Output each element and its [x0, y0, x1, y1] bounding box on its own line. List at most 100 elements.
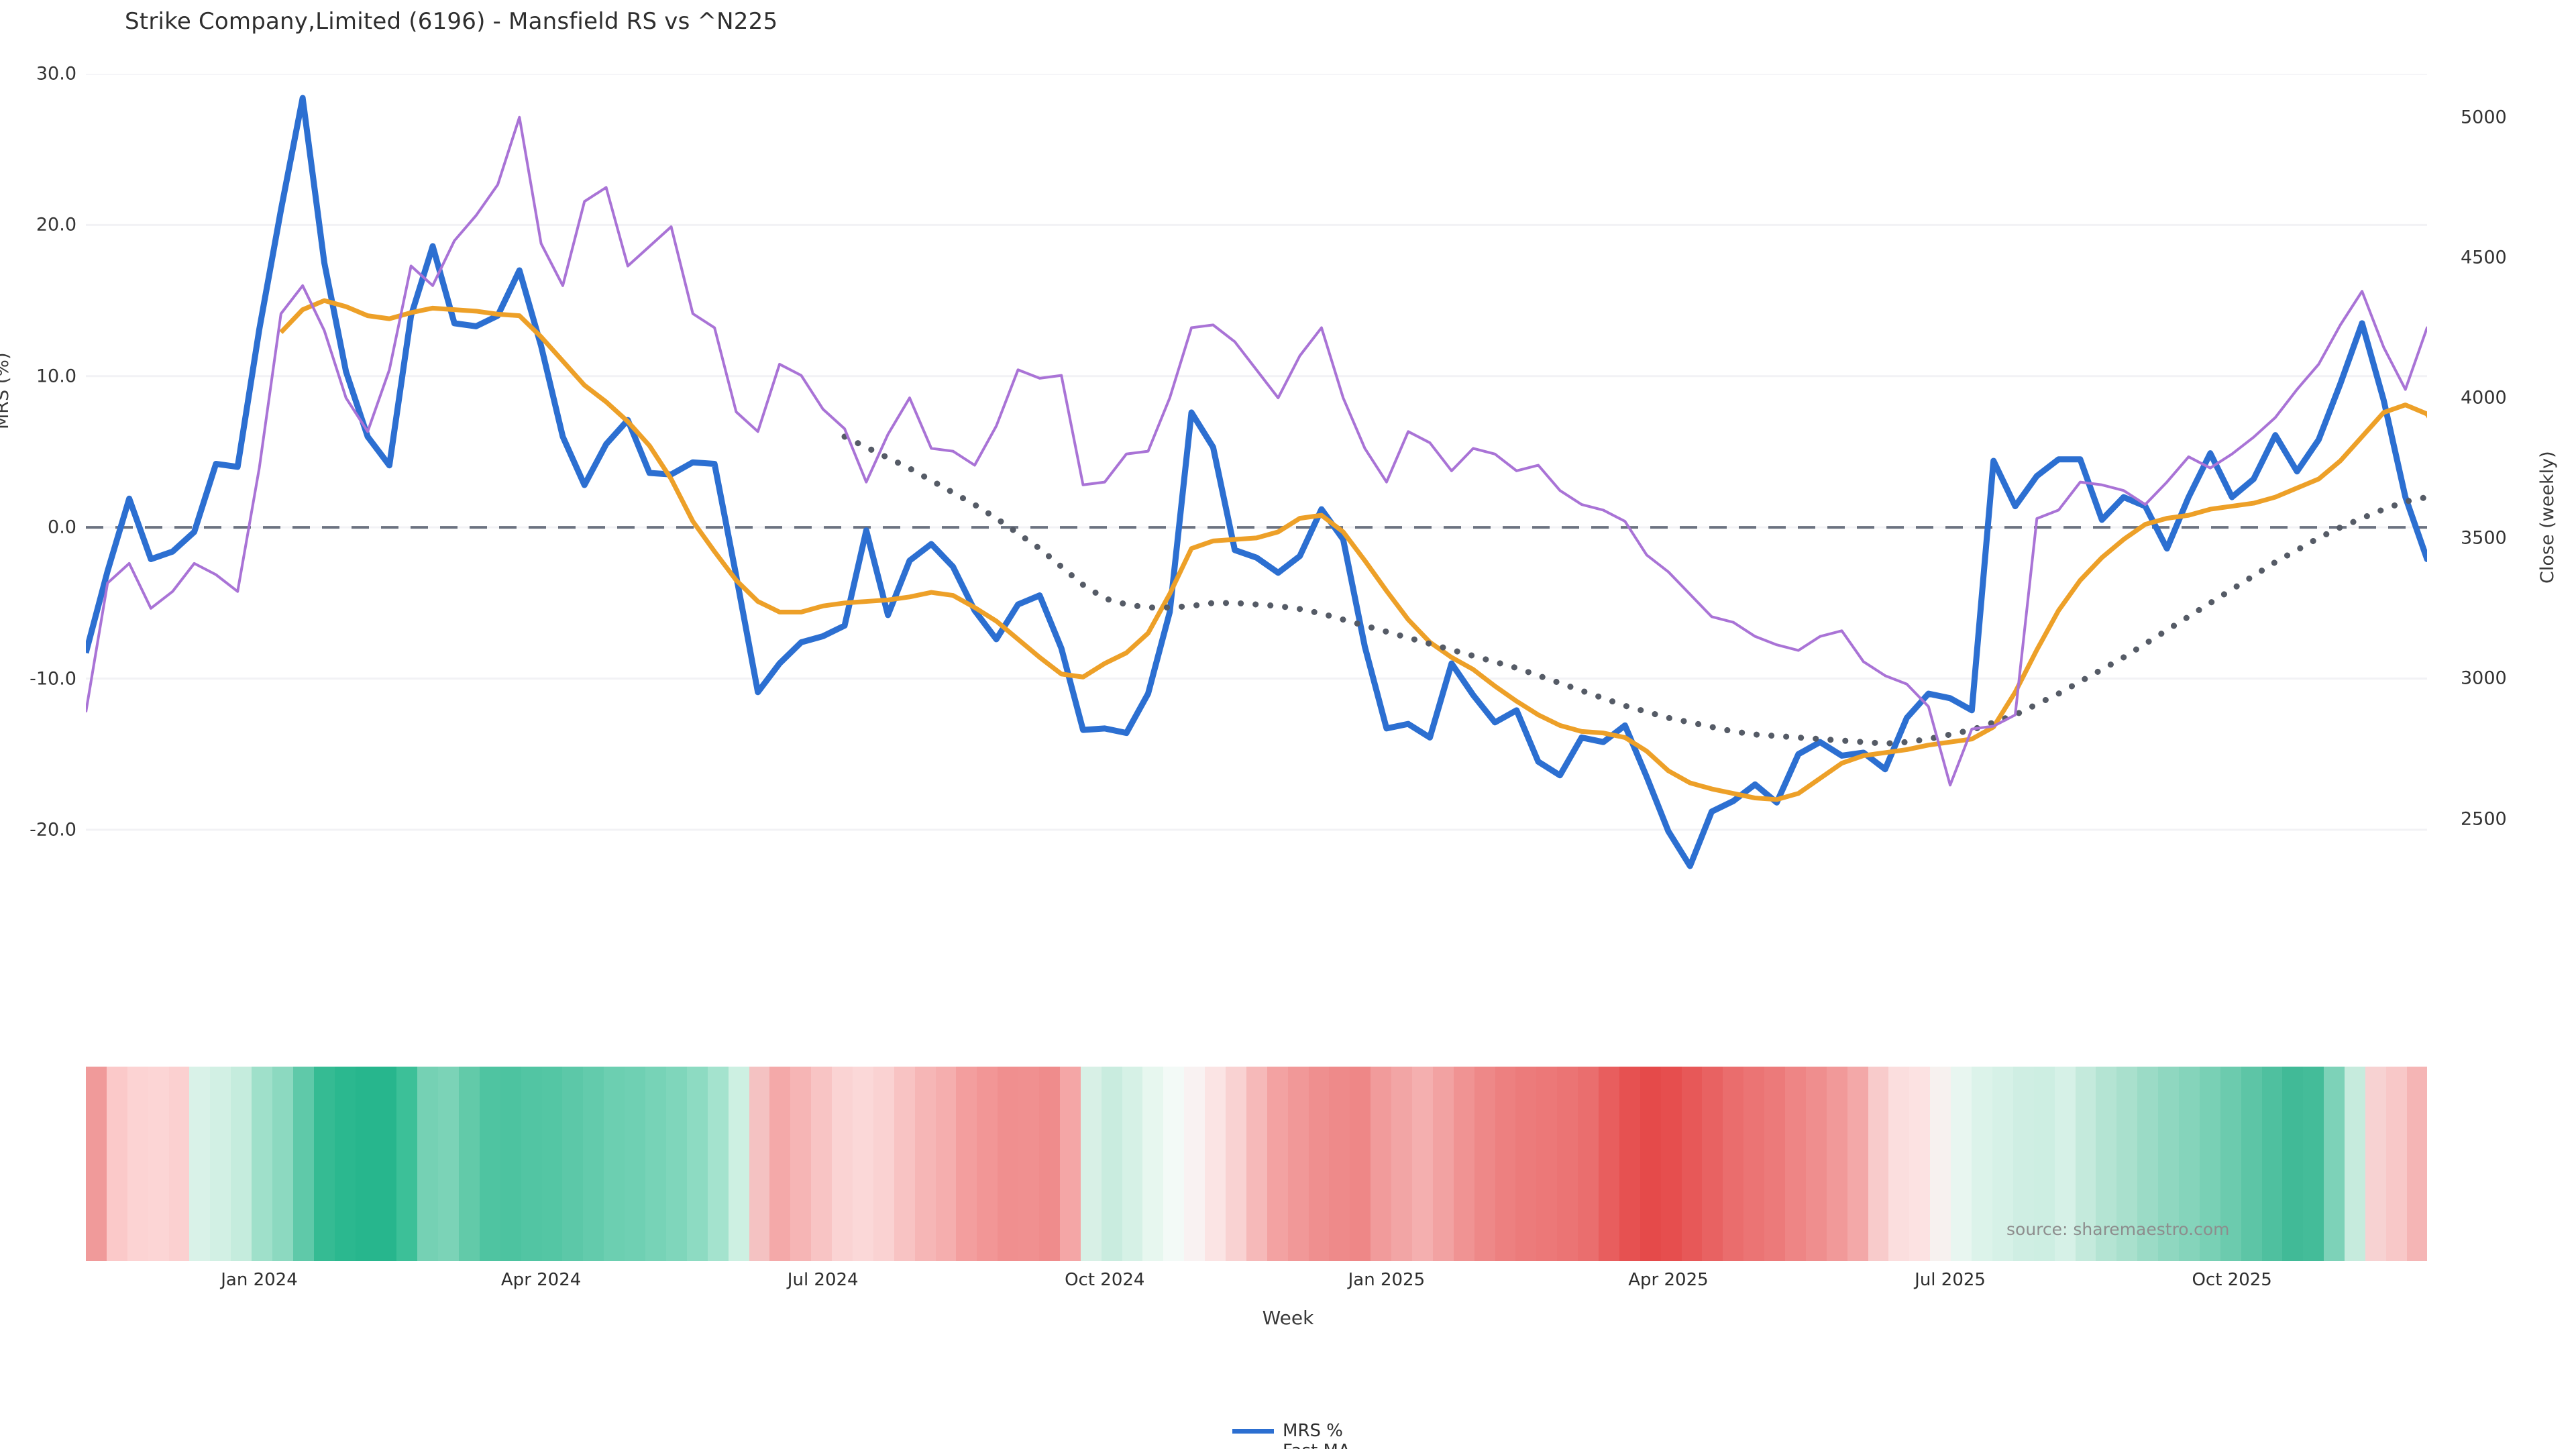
heat-strip-band	[500, 1067, 521, 1261]
heat-strip-band	[272, 1067, 293, 1261]
heat-strip-band	[2282, 1067, 2304, 1261]
heat-strip-band	[2199, 1067, 2220, 1261]
heat-strip-band	[1951, 1067, 1972, 1261]
heat-strip-band	[1329, 1067, 1350, 1261]
plot-svg	[86, 74, 2427, 869]
heat-strip-band	[1681, 1067, 1703, 1261]
heat-strip-band	[935, 1067, 957, 1261]
heat-strip-band	[2137, 1067, 2159, 1261]
heat-strip-band	[292, 1067, 314, 1261]
heat-strip-band	[417, 1067, 439, 1261]
heat-strip-band	[2303, 1067, 2324, 1261]
heat-strip-band	[231, 1067, 252, 1261]
source-attribution: source: sharemaestro.com	[2006, 1220, 2230, 1239]
heat-strip-band	[1578, 1067, 1599, 1261]
mrs-heat-strip	[86, 1067, 2427, 1261]
y-axis-left-tick-label: -20.0	[30, 819, 76, 841]
heat-strip-band	[2033, 1067, 2055, 1261]
heat-strip-band	[1930, 1067, 1951, 1261]
heat-strip-band	[914, 1067, 936, 1261]
heat-strip-band	[749, 1067, 770, 1261]
plot-area	[86, 74, 2427, 872]
heat-strip-band	[1038, 1067, 1060, 1261]
heat-strip-band	[106, 1067, 127, 1261]
heat-strip-band	[2365, 1067, 2386, 1261]
y-axis-right-tick-label: 4500	[2461, 247, 2507, 268]
heat-strip-band	[562, 1067, 584, 1261]
heat-strip-band	[1391, 1067, 1412, 1261]
heat-strip-band	[1059, 1067, 1081, 1261]
heat-strip-band	[86, 1067, 107, 1261]
heat-strip-band	[625, 1067, 646, 1261]
heat-strip-band	[1868, 1067, 1889, 1261]
heat-strip-band	[1909, 1067, 1931, 1261]
x-axis-tick-label: Apr 2024	[500, 1270, 582, 1290]
heat-strip-band	[521, 1067, 542, 1261]
heat-strip-band	[1371, 1067, 1392, 1261]
heat-strip-band	[769, 1067, 791, 1261]
heat-strip-band	[1723, 1067, 1744, 1261]
heat-strip-band	[1101, 1067, 1122, 1261]
heat-strip-band	[1805, 1067, 1827, 1261]
y-axis-right-tick-label: 5000	[2461, 107, 2507, 128]
legend-item[interactable]: Fast MA	[1232, 1441, 1399, 1449]
heat-strip-band	[1350, 1067, 1371, 1261]
heat-strip-band	[148, 1067, 169, 1261]
heat-strip-band	[355, 1067, 376, 1261]
heat-strip-band	[1287, 1067, 1309, 1261]
heat-strip-band	[1122, 1067, 1143, 1261]
heat-strip-band	[1599, 1067, 1619, 1261]
series-line-fast-ma	[279, 298, 2427, 802]
legend-item[interactable]: MRS %	[1232, 1421, 1399, 1441]
heat-strip-band	[252, 1067, 273, 1261]
heat-strip-band	[686, 1067, 708, 1261]
y-axis-right-tick-label: 4000	[2461, 387, 2507, 409]
heat-strip-band	[1495, 1067, 1516, 1261]
series-line-weekly-close	[86, 115, 2427, 787]
heat-strip-band	[1702, 1067, 1723, 1261]
heat-strip-band	[1536, 1067, 1558, 1261]
heat-strip-band	[977, 1067, 998, 1261]
heat-strip-band	[168, 1067, 190, 1261]
heat-strip-band	[956, 1067, 977, 1261]
heat-strip-band	[479, 1067, 500, 1261]
y-axis-right-tick-label: 2500	[2461, 808, 2507, 830]
y-axis-left-tick-label: -10.0	[30, 668, 76, 689]
legend-line-swatch	[1232, 1428, 1275, 1434]
heat-strip-band	[1225, 1067, 1246, 1261]
heat-strip-band	[1515, 1067, 1537, 1261]
heat-strip-band	[2116, 1067, 2138, 1261]
heat-strip-band	[1080, 1067, 1102, 1261]
heat-strip-band	[459, 1067, 480, 1261]
heat-strip-band	[1432, 1067, 1454, 1261]
heat-strip-band	[1992, 1067, 2013, 1261]
legend-item-label: Fast MA	[1283, 1441, 1350, 1449]
series-line-mrs	[86, 95, 2427, 869]
x-axis-tick-label: Apr 2025	[1628, 1270, 1709, 1290]
heat-strip-band	[1847, 1067, 1868, 1261]
heat-strip-band	[583, 1067, 604, 1261]
x-axis-tick-label: Jan 2024	[221, 1270, 298, 1290]
chart-legend: Series MRS %Fast MASlow MAWeekly Close	[0, 1421, 2576, 1449]
x-axis-tick-label: Jul 2025	[1915, 1270, 1986, 1290]
series-line-slow-ma	[841, 433, 2427, 747]
heat-strip-band	[604, 1067, 625, 1261]
heat-strip-band	[1785, 1067, 1806, 1261]
heat-strip-band	[1764, 1067, 1786, 1261]
x-axis-tick-label: Jan 2025	[1348, 1270, 1426, 1290]
heat-strip-band	[127, 1067, 148, 1261]
heat-strip-band	[852, 1067, 873, 1261]
heat-strip-band	[313, 1067, 335, 1261]
x-axis-tick-label: Oct 2024	[1065, 1270, 1145, 1290]
y-axis-left-tick-label: 20.0	[36, 214, 76, 235]
legend-item-label: MRS %	[1283, 1421, 1343, 1441]
x-axis-title: Week	[1262, 1307, 1314, 1329]
heat-strip-band	[1557, 1067, 1578, 1261]
heat-strip-band	[1246, 1067, 1267, 1261]
heat-strip-band	[396, 1067, 418, 1261]
heat-strip-band	[2096, 1067, 2117, 1261]
heat-strip-band	[1743, 1067, 1765, 1261]
heat-strip-band	[1660, 1067, 1682, 1261]
y-axis-left-title: MRS (%)	[0, 352, 13, 430]
